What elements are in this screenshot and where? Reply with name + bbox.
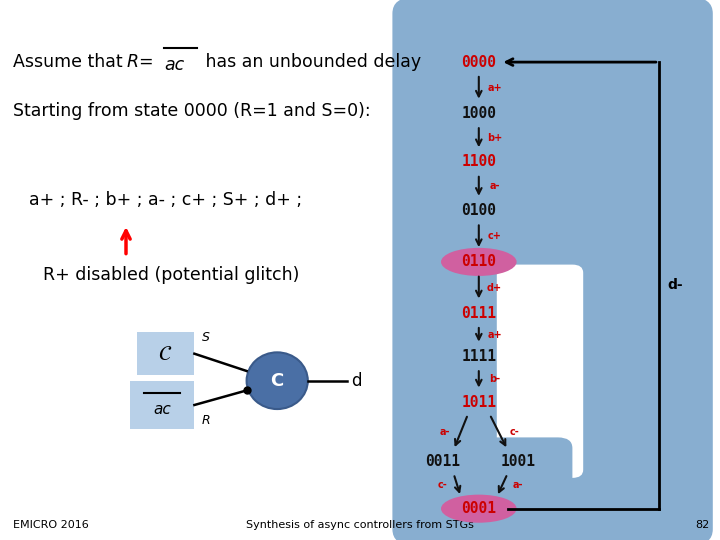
FancyBboxPatch shape <box>400 437 572 540</box>
Text: d-: d- <box>667 279 683 292</box>
Text: ac: ac <box>164 56 184 74</box>
Ellipse shape <box>246 353 308 409</box>
Text: a-: a- <box>490 181 500 191</box>
Text: 1000: 1000 <box>462 106 496 121</box>
FancyBboxPatch shape <box>130 381 194 429</box>
Text: a+ ; R- ; b+ ; a- ; c+ ; S+ ; d+ ;: a+ ; R- ; b+ ; a- ; c+ ; S+ ; d+ ; <box>29 191 302 209</box>
Text: $R\!=\!$: $R\!=\!$ <box>126 53 153 71</box>
Text: $\mathcal{C}$: $\mathcal{C}$ <box>158 343 173 364</box>
Text: 1011: 1011 <box>462 395 496 410</box>
FancyBboxPatch shape <box>400 157 515 254</box>
Text: R: R <box>202 414 210 427</box>
Text: 0011: 0011 <box>426 454 460 469</box>
Text: EMICRO 2016: EMICRO 2016 <box>13 520 89 530</box>
FancyBboxPatch shape <box>403 262 497 478</box>
Text: 1111: 1111 <box>462 349 496 364</box>
Text: C: C <box>271 372 284 390</box>
Text: 0110: 0110 <box>462 254 496 269</box>
FancyBboxPatch shape <box>392 0 713 540</box>
Text: a-: a- <box>513 480 523 490</box>
Text: Synthesis of async controllers from STGs: Synthesis of async controllers from STGs <box>246 520 474 530</box>
Text: 0001: 0001 <box>462 501 496 516</box>
Text: d+: d+ <box>487 282 503 293</box>
Text: Assume that: Assume that <box>13 53 128 71</box>
Text: R+ disabled (potential glitch): R+ disabled (potential glitch) <box>43 266 300 285</box>
Text: a-: a- <box>440 427 450 437</box>
Ellipse shape <box>441 495 517 523</box>
Text: d: d <box>351 372 361 390</box>
Text: b-: b- <box>489 374 500 384</box>
Text: 82: 82 <box>695 520 709 530</box>
Text: 0000: 0000 <box>462 55 496 70</box>
FancyBboxPatch shape <box>439 265 583 478</box>
Text: a+: a+ <box>487 330 502 340</box>
Text: ac: ac <box>153 402 171 417</box>
Text: 0111: 0111 <box>462 306 496 321</box>
Text: S: S <box>202 331 210 344</box>
Text: 1100: 1100 <box>462 154 496 170</box>
Text: c-: c- <box>510 427 519 437</box>
FancyBboxPatch shape <box>137 332 194 375</box>
Ellipse shape <box>441 248 517 276</box>
Text: Starting from state 0000 (R=1 and S=0):: Starting from state 0000 (R=1 and S=0): <box>13 102 371 120</box>
Text: b+: b+ <box>487 133 503 143</box>
Text: has an unbounded delay: has an unbounded delay <box>200 53 421 71</box>
Text: c+: c+ <box>487 231 502 241</box>
Text: a+: a+ <box>487 83 502 93</box>
Text: 0100: 0100 <box>462 203 496 218</box>
Text: 1001: 1001 <box>501 454 536 469</box>
Text: c-: c- <box>438 480 448 490</box>
